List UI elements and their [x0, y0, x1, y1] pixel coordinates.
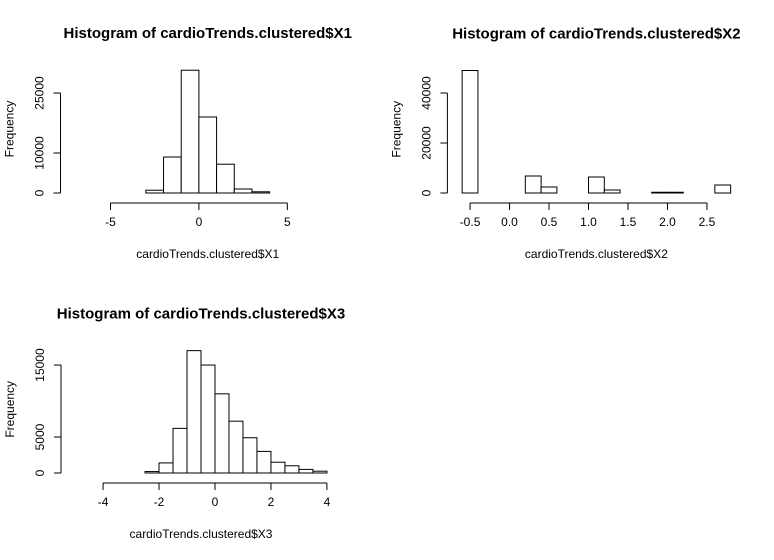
histogram-bar — [284, 465, 300, 474]
histogram-bar — [144, 471, 160, 474]
x-tick-label: -0.5 — [460, 215, 481, 229]
x-tick-label: 1.0 — [580, 215, 597, 229]
histogram-bar — [251, 191, 271, 194]
histogram-bar — [186, 350, 202, 474]
x-axis-label: cardioTrends.clustered$X2 — [525, 247, 668, 261]
histogram-bar — [588, 176, 605, 194]
histogram-bar — [198, 116, 218, 194]
histogram-bar — [158, 462, 174, 474]
histogram-bar — [270, 461, 286, 474]
x-tick-label: -2 — [154, 495, 165, 509]
histogram-bar — [461, 70, 479, 194]
y-tick-label: 5000 — [33, 423, 47, 450]
histogram-bar — [312, 470, 328, 474]
x-tick-label: 2 — [268, 495, 275, 509]
histogram-bar — [228, 420, 244, 474]
x-tick-label: 1.5 — [620, 215, 637, 229]
y-axis-label: Frequency — [390, 101, 404, 158]
x-tick-label: -5 — [105, 215, 116, 229]
x-tick-label: 0 — [212, 495, 219, 509]
histogram-bar — [200, 364, 216, 474]
histogram-bar — [298, 468, 314, 474]
y-tick-label: 40000 — [420, 76, 434, 110]
y-tick-label: 0 — [420, 189, 434, 196]
histogram-bar — [145, 189, 165, 194]
x-tick-label: 0.0 — [501, 215, 518, 229]
y-tick-label: 20000 — [420, 126, 434, 160]
y-tick-label: 0 — [33, 189, 47, 196]
histogram-bar — [163, 156, 182, 194]
chart-title: Histogram of cardioTrends.clustered$X1 — [64, 25, 352, 42]
x-tick-label: 2.5 — [699, 215, 716, 229]
x-tick-label: 4 — [324, 495, 331, 509]
histogram-bar — [216, 163, 235, 194]
y-tick-label: 25000 — [33, 76, 47, 110]
chart-title: Histogram of cardioTrends.clustered$X2 — [452, 25, 740, 42]
y-tick-label: 15000 — [33, 348, 47, 382]
y-tick-label: 10000 — [33, 136, 47, 170]
x-axis-label: cardioTrends.clustered$X3 — [130, 527, 273, 541]
histogram-bar — [540, 186, 558, 194]
histogram-bar — [524, 175, 542, 194]
histogram-bar — [666, 191, 684, 194]
chart-title: Histogram of cardioTrends.clustered$X3 — [57, 306, 345, 323]
histogram-bar — [233, 188, 253, 194]
histogram-bar — [651, 191, 668, 194]
histogram-bar — [172, 427, 188, 474]
histogram-bar — [256, 450, 272, 474]
x-tick-label: 5 — [284, 215, 291, 229]
histogram-bar — [180, 69, 200, 194]
x-tick-label: 2.0 — [659, 215, 676, 229]
histogram-bar — [214, 393, 230, 474]
y-axis-label: Frequency — [3, 381, 17, 438]
x-tick-label: 0 — [196, 215, 203, 229]
y-tick-label: 0 — [33, 469, 47, 476]
histogram-bar — [603, 189, 621, 194]
y-axis-label: Frequency — [3, 101, 17, 158]
x-tick-label: -4 — [98, 495, 109, 509]
x-tick-label: 0.5 — [541, 215, 558, 229]
x-axis-label: cardioTrends.clustered$X1 — [136, 247, 279, 261]
histogram-bar — [242, 437, 258, 474]
histogram-bar — [714, 184, 732, 194]
